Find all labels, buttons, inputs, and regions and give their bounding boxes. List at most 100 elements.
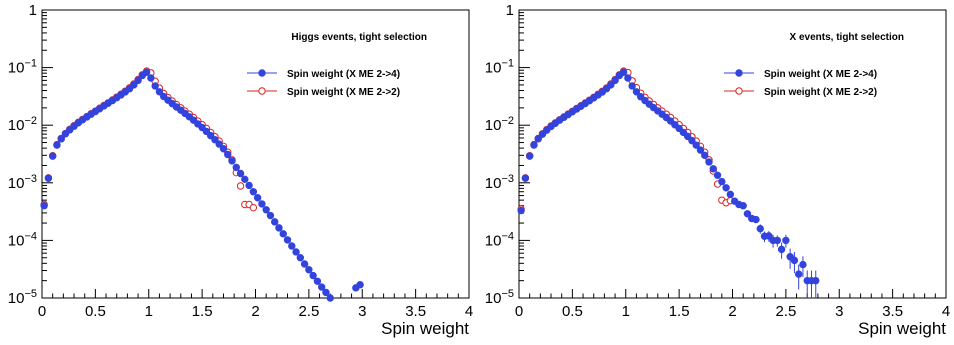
data-point-filled — [683, 132, 692, 141]
data-point-open — [249, 203, 258, 212]
x-tick-label: 3 — [358, 303, 366, 320]
legend-marker-open — [258, 87, 266, 95]
data-point-filled — [696, 146, 705, 154]
x-tick-label: 3.5 — [882, 303, 903, 320]
data-point-filled — [521, 174, 530, 182]
data-point-filled — [292, 248, 300, 256]
data-point-filled — [812, 276, 820, 285]
data-point-filled — [777, 245, 786, 254]
data-point-filled — [326, 294, 334, 302]
data-point-filled — [356, 281, 364, 289]
data-point-filled — [241, 175, 249, 184]
data-point-filled — [782, 236, 790, 245]
data-point-filled — [236, 169, 245, 178]
y-tick-label: 10−4 — [8, 230, 37, 249]
data-point-filled — [752, 215, 760, 224]
data-point-filled — [40, 202, 48, 210]
data-point-filled — [211, 136, 219, 144]
x-tick-label: 2.5 — [775, 303, 796, 320]
y-tick-label: 10−1 — [485, 58, 514, 77]
data-point-filled — [713, 171, 722, 179]
x-tick-label: 2 — [728, 303, 736, 320]
x-axis-title: Spin weight — [858, 319, 946, 338]
x-tick-label: 1.5 — [669, 303, 690, 320]
y-tick-label: 10−2 — [485, 115, 514, 134]
data-point-filled — [271, 218, 279, 226]
data-point-filled — [628, 82, 636, 90]
x-tick-label: 4 — [942, 303, 950, 320]
data-point-filled — [739, 202, 747, 210]
data-point-filled — [722, 184, 730, 192]
data-point-filled — [44, 174, 53, 182]
data-point-filled — [253, 194, 262, 202]
data-point-filled — [266, 211, 275, 220]
data-point-filled — [288, 242, 296, 250]
data-point-filled — [607, 81, 615, 89]
data-point-filled — [142, 68, 151, 76]
data-point-filled — [743, 210, 752, 218]
data-point-filled — [300, 260, 309, 268]
data-point-filled — [249, 188, 258, 196]
data-point-filled — [726, 190, 735, 199]
y-tick-label: 10−5 — [8, 288, 37, 307]
data-point-filled — [705, 158, 713, 166]
data-point-filled — [534, 135, 542, 143]
data-point-filled — [794, 270, 803, 278]
data-point-filled — [147, 74, 155, 82]
data-point-filled — [619, 68, 628, 76]
x-tick-label: 1.5 — [192, 303, 213, 320]
y-tick-label: 10−2 — [8, 115, 37, 134]
x-tick-label: 0.5 — [562, 303, 583, 320]
plot-frame — [41, 9, 470, 299]
x-axis-title: Spin weight — [381, 319, 469, 338]
data-point-filled — [275, 224, 283, 232]
legend-label: Spin weight (X ME 2->2) — [764, 87, 877, 98]
data-point-filled — [688, 136, 696, 145]
x-tick-label: 2 — [251, 303, 259, 320]
data-point-filled — [313, 277, 322, 285]
legend-marker-filled — [735, 69, 743, 77]
data-point-filled — [202, 127, 211, 136]
data-point-filled — [525, 152, 534, 160]
data-point-filled — [130, 81, 138, 89]
data-point-filled — [48, 152, 57, 160]
y-tick-label: 10−5 — [485, 288, 514, 307]
data-point-filled — [718, 177, 726, 186]
data-point-filled — [799, 260, 807, 269]
annotation-text: Higgs events, tight selection — [291, 32, 427, 43]
x-tick-label: 0 — [38, 303, 46, 320]
data-point-filled — [624, 74, 632, 82]
y-tick-label: 1 — [506, 2, 514, 19]
data-point-filled — [232, 163, 240, 172]
data-point-filled — [151, 82, 159, 90]
panel-x: 0 0.5 1 1.5 2 2.5 3 3.5 4 Spin weight 1 10−1 10−2 10−… — [477, 0, 954, 340]
legend-marker-filled — [258, 69, 266, 77]
plot-frame — [518, 9, 947, 299]
data-point-filled — [53, 141, 61, 149]
legend-marker-open — [735, 87, 743, 95]
data-point-filled — [517, 206, 525, 215]
data-point-filled — [305, 265, 313, 274]
y-tick-label: 10−3 — [485, 173, 514, 192]
data-point-filled — [773, 236, 782, 245]
x-tick-label: 3 — [835, 303, 843, 320]
data-point-filled — [317, 283, 326, 291]
y-tick-label: 10−1 — [8, 58, 37, 77]
data-point-filled — [228, 157, 236, 165]
data-point-filled — [692, 141, 700, 149]
y-tick-label: 1 — [29, 2, 37, 19]
y-tick-label: 10−4 — [485, 230, 514, 249]
data-point-filled — [309, 271, 317, 280]
x-tick-label: 2.5 — [298, 303, 319, 320]
x-tick-label: 0 — [515, 303, 523, 320]
data-point-filled — [790, 256, 799, 265]
legend-label: Spin weight (X ME 2->4) — [287, 69, 400, 80]
data-point-filled — [322, 288, 330, 297]
data-point-open — [236, 182, 245, 190]
legend-label: Spin weight (X ME 2->2) — [287, 87, 400, 98]
x-tick-label: 1 — [622, 303, 630, 320]
data-point-filled — [279, 230, 287, 238]
